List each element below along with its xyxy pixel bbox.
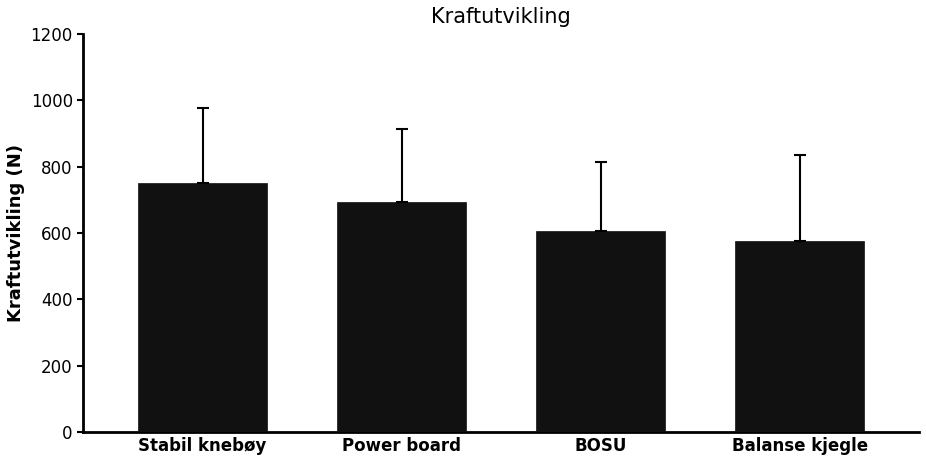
Bar bbox=[337, 201, 467, 432]
Y-axis label: Kraftutvikling (N): Kraftutvikling (N) bbox=[6, 144, 25, 322]
Title: Kraftutvikling: Kraftutvikling bbox=[432, 7, 571, 27]
Bar bbox=[138, 183, 268, 432]
Bar bbox=[735, 242, 864, 432]
Bar bbox=[536, 231, 665, 432]
